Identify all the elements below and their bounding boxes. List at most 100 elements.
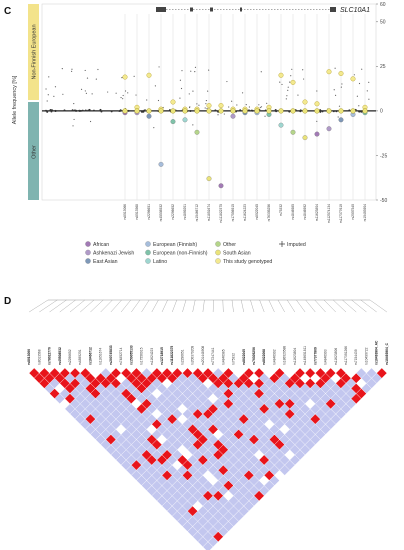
- variant-point: [73, 118, 75, 121]
- ld-snp-label: rs77247441: [211, 347, 215, 365]
- variant-point: [91, 93, 93, 95]
- ld-snp-label: rs4899201: [78, 349, 82, 365]
- snp-position-line: [59, 299, 76, 313]
- snp-point-other: [182, 117, 188, 123]
- variant-point: [71, 68, 73, 70]
- snp-point-baseline: [278, 108, 284, 114]
- snp-point-european: [350, 76, 356, 82]
- baseline-variant-point: [49, 108, 52, 111]
- snp-labels-d: rs8013066 rs8013568 rs78022776 rs45508532 rs…: [27, 340, 389, 365]
- snp-point-other: [290, 129, 296, 135]
- baseline-variant-point: [299, 110, 302, 113]
- baseline-variant-point: [288, 110, 291, 113]
- snp-label: rs10493904: [363, 204, 367, 222]
- baseline-variant-point: [319, 110, 322, 113]
- strip-bottom-label: Other: [32, 145, 38, 159]
- legend-swatch: [145, 258, 151, 264]
- variant-point: [236, 104, 238, 106]
- baseline-variant-point: [54, 110, 57, 113]
- snp-position-line: [250, 299, 255, 313]
- variant-point: [366, 90, 368, 92]
- gene-exon-right: [330, 7, 336, 12]
- variant-point: [188, 93, 190, 95]
- snp-position-line: [342, 299, 357, 313]
- snp-point-baseline: [122, 108, 128, 114]
- snp-position-line: [131, 299, 141, 313]
- variant-point: [53, 95, 55, 97]
- variant-point: [157, 99, 160, 102]
- variant-point: [258, 104, 260, 106]
- gene-track: SLC10A1: [156, 7, 370, 14]
- snp-point-other: [158, 161, 164, 167]
- snp-label: rs8022045: [255, 204, 259, 220]
- snp-label: rs76305256: [267, 204, 271, 222]
- variant-point: [259, 106, 261, 109]
- snp-point-other: [326, 126, 332, 132]
- legend-swatch: [145, 249, 151, 256]
- variant-point: [122, 94, 124, 97]
- snp-position-line: [360, 299, 377, 313]
- ld-snp-label: rs201448908: [201, 346, 205, 365]
- snp-position-line: [314, 299, 326, 313]
- legend-swatch: [85, 249, 91, 256]
- snp-position-line: [323, 299, 336, 313]
- variant-point: [48, 76, 50, 78]
- variant-point: [86, 77, 89, 79]
- variant-point: [120, 96, 122, 99]
- variant-point: [226, 80, 228, 83]
- baseline-variant-point: [358, 110, 361, 113]
- variant-point: [291, 68, 293, 70]
- snp-points: [122, 69, 368, 189]
- snp-point-european: [314, 101, 320, 107]
- snp-label: rs2296651: [147, 204, 151, 220]
- variant-point: [135, 94, 137, 96]
- snp-position-lines: [29, 299, 388, 313]
- legend-label: East Asian: [93, 259, 118, 265]
- snp-position-line: [305, 299, 316, 313]
- ld-snp-label: rs78022776: [48, 347, 52, 365]
- variant-point: [297, 94, 299, 96]
- baseline-variant-point: [127, 109, 130, 112]
- ld-snp-label: rs7154439: [354, 349, 358, 365]
- snp-label: rs112574134: [327, 204, 331, 223]
- variant-point: [334, 94, 337, 97]
- snp-point-other: [338, 117, 344, 123]
- snp-position-line: [277, 299, 285, 313]
- baseline-variant-point: [119, 109, 122, 112]
- legend-swatch: [85, 258, 91, 264]
- snp-point-european: [278, 72, 284, 78]
- variant-point: [341, 83, 343, 85]
- variant-point: [368, 81, 370, 83]
- baseline-variant-point: [319, 109, 322, 112]
- variant-point: [245, 103, 247, 106]
- panel-d-label: D: [4, 296, 11, 307]
- variant-point: [260, 71, 262, 73]
- ld-snp-label: rs45508532: [58, 347, 62, 365]
- ld-snp-label: rs11623806: [334, 348, 338, 365]
- snp-position-line: [39, 299, 58, 313]
- snp-point-baseline: [350, 108, 356, 114]
- snp-point-european: [290, 79, 296, 85]
- y-tick-label: -50: [380, 198, 387, 204]
- variant-point: [223, 113, 225, 115]
- legend: African Ashkenazi Jewish East Asian Europea…: [85, 241, 306, 265]
- strip-top-label: Non-Finnish European: [32, 24, 38, 79]
- variant-point: [188, 106, 191, 109]
- variant-point: [97, 68, 99, 71]
- snp-label: rs45508532: [159, 204, 163, 222]
- ld-snp-label: rs8022068: [262, 349, 266, 365]
- variant-point: [206, 107, 208, 110]
- variant-point: [334, 67, 336, 69]
- snp-point-other: [302, 135, 308, 141]
- snp-point-european: [218, 103, 224, 109]
- variant-point: [241, 92, 244, 94]
- ld-snp-label: rs11624223: [150, 348, 154, 365]
- variant-point: [205, 103, 207, 105]
- legend-label: South Asian: [223, 250, 251, 256]
- variant-point: [47, 94, 49, 96]
- variant-point: [153, 127, 155, 129]
- snp-position-line: [69, 299, 85, 313]
- variant-point: [179, 97, 181, 99]
- ld-snp-label: rs8013066: [27, 349, 31, 365]
- variant-point: [281, 83, 283, 86]
